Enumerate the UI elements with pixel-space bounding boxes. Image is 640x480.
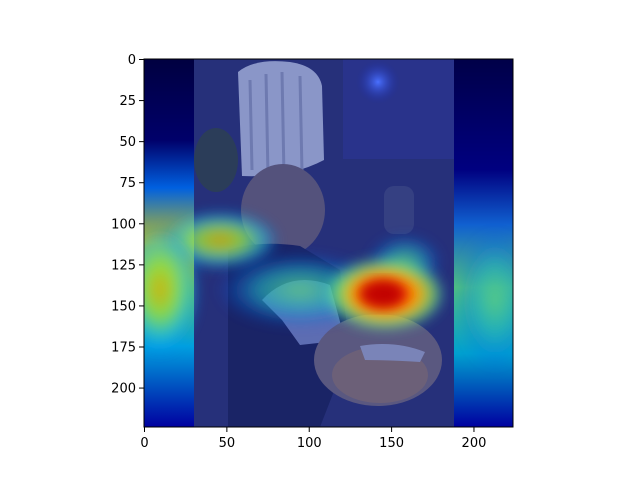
x-tick-label: 200 xyxy=(462,436,487,451)
y-tick-label: 100 xyxy=(111,217,136,232)
y-tick-label: 25 xyxy=(119,94,136,109)
y-tick-label: 175 xyxy=(111,341,136,356)
y-axis: 0 25 50 75 100 125 150 175 200 xyxy=(111,53,144,397)
y-tick-label: 0 xyxy=(128,53,136,68)
heat-overlay xyxy=(144,210,513,370)
y-tick-label: 200 xyxy=(111,382,136,397)
y-tick-label: 125 xyxy=(111,258,136,273)
x-tick-label: 0 xyxy=(140,436,148,451)
x-tick-label: 100 xyxy=(297,436,322,451)
x-tick-label: 50 xyxy=(219,436,236,451)
y-tick-label: 150 xyxy=(111,299,136,314)
heatmap-image xyxy=(144,59,513,427)
x-axis: 0 50 100 150 200 xyxy=(140,427,486,451)
y-tick-label: 75 xyxy=(119,176,136,191)
plot-frame xyxy=(143,58,514,428)
y-tick-label: 50 xyxy=(119,135,136,150)
x-tick-label: 150 xyxy=(379,436,404,451)
